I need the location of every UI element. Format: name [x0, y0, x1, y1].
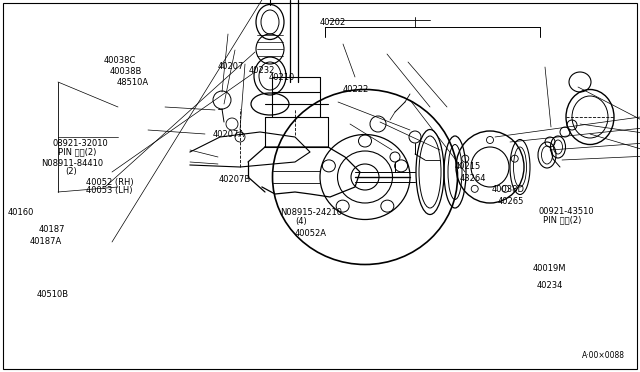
- Text: PIN ピン(2): PIN ピン(2): [58, 147, 96, 156]
- Text: 08921-32010: 08921-32010: [52, 139, 108, 148]
- Text: 40202: 40202: [320, 18, 346, 27]
- Text: 40038B: 40038B: [110, 67, 143, 76]
- Text: 40510B: 40510B: [37, 290, 69, 299]
- Text: (2): (2): [65, 167, 77, 176]
- Text: PIN ピン(2): PIN ピン(2): [543, 216, 581, 225]
- Text: 40052A: 40052A: [294, 229, 326, 238]
- Text: 40019M: 40019M: [532, 264, 566, 273]
- Text: 40207A: 40207A: [212, 130, 244, 139]
- Text: 40210: 40210: [269, 73, 295, 81]
- Text: 40232: 40232: [248, 66, 275, 75]
- Text: 40038C: 40038C: [104, 56, 136, 65]
- Text: 40265: 40265: [498, 197, 524, 206]
- Text: 40234: 40234: [536, 281, 563, 290]
- Text: 40160: 40160: [8, 208, 34, 217]
- Text: 40222: 40222: [342, 85, 369, 94]
- Text: 40207B: 40207B: [219, 175, 251, 184]
- Text: A·00×0088: A·00×0088: [582, 351, 625, 360]
- Text: 40207: 40207: [218, 62, 244, 71]
- Text: 00921-43510: 00921-43510: [539, 207, 595, 216]
- Text: 48510A: 48510A: [116, 78, 148, 87]
- Text: 40187: 40187: [38, 225, 65, 234]
- Text: 40052 (RH): 40052 (RH): [86, 178, 134, 187]
- Text: 40053 (LH): 40053 (LH): [86, 186, 133, 195]
- Text: N08915-24210: N08915-24210: [280, 208, 342, 217]
- Text: 40038D: 40038D: [492, 185, 525, 194]
- Text: 43264: 43264: [460, 174, 486, 183]
- Text: 40215: 40215: [454, 162, 481, 171]
- Text: (4): (4): [296, 217, 307, 226]
- Text: N08911-84410: N08911-84410: [41, 159, 103, 168]
- Text: 40187A: 40187A: [29, 237, 61, 246]
